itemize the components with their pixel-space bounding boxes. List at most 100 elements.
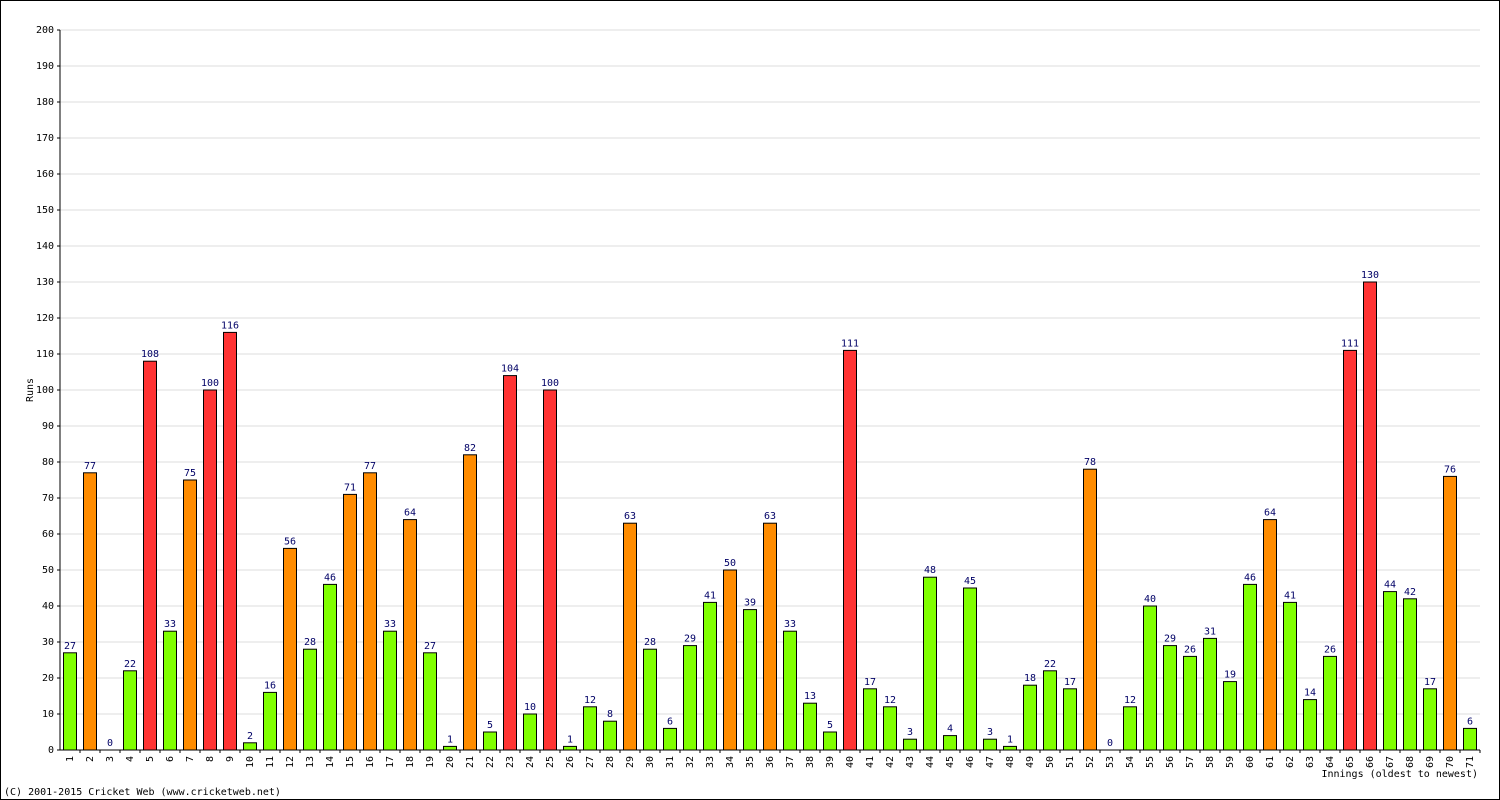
value-label: 17 [1424, 677, 1436, 688]
value-label: 28 [304, 637, 316, 648]
value-label: 41 [704, 590, 716, 601]
x-tick-label: 2 [85, 756, 96, 762]
bar [1363, 281, 1377, 751]
bar [1283, 601, 1297, 751]
bar [943, 735, 957, 751]
x-tick-label: 58 [1205, 756, 1216, 768]
value-label: 41 [1284, 590, 1296, 601]
value-label: 19 [1224, 670, 1236, 681]
y-axis-label: Runs [25, 378, 36, 402]
x-tick-label: 42 [885, 756, 896, 768]
x-tick-label: 26 [565, 756, 576, 768]
value-label: 130 [1361, 270, 1379, 281]
value-label: 27 [64, 641, 76, 652]
y-tick-label: 70 [42, 493, 54, 504]
x-tick-label: 7 [185, 756, 196, 762]
value-label: 100 [541, 378, 559, 389]
value-label: 3 [907, 727, 913, 738]
y-tick-label: 140 [36, 241, 54, 252]
value-label: 29 [684, 634, 696, 645]
bar [903, 738, 917, 751]
value-label: 16 [264, 680, 276, 691]
x-tick-label: 28 [605, 756, 616, 768]
bar [643, 648, 657, 751]
value-label: 48 [924, 565, 936, 576]
bar [583, 706, 597, 751]
bar [1263, 519, 1277, 751]
value-label: 33 [784, 619, 796, 630]
value-label: 78 [1084, 457, 1096, 468]
x-tick-label: 53 [1105, 756, 1116, 768]
y-tick-label: 80 [42, 457, 54, 468]
value-label: 6 [667, 716, 673, 727]
x-tick-label: 63 [1305, 756, 1316, 768]
bar [403, 519, 417, 751]
bar [1423, 688, 1437, 751]
bar [523, 713, 537, 751]
x-tick-label: 39 [825, 756, 836, 768]
value-label: 46 [324, 572, 336, 583]
bar [263, 691, 277, 751]
value-label: 56 [284, 536, 296, 547]
x-tick-label: 41 [865, 756, 876, 768]
x-tick-label: 22 [485, 756, 496, 768]
value-label: 82 [464, 443, 476, 454]
value-label: 63 [764, 511, 776, 522]
x-tick-label: 47 [985, 756, 996, 768]
bar [143, 360, 157, 751]
value-label: 13 [804, 691, 816, 702]
bar [463, 454, 477, 751]
y-tick-label: 40 [42, 601, 54, 612]
x-tick-label: 61 [1265, 756, 1276, 768]
value-label: 28 [644, 637, 656, 648]
value-label: 64 [404, 508, 416, 519]
x-tick-label: 46 [965, 756, 976, 768]
value-label: 116 [221, 320, 239, 331]
value-label: 100 [201, 378, 219, 389]
bar [503, 375, 517, 751]
bar [123, 670, 137, 751]
footer: (C) 2001-2015 Cricket Web (www.cricketwe… [4, 787, 281, 798]
bar [1383, 591, 1397, 751]
y-tick-label: 120 [36, 313, 54, 324]
bar [983, 738, 997, 751]
value-label: 12 [884, 695, 896, 706]
value-label: 8 [607, 709, 613, 720]
value-label: 17 [864, 677, 876, 688]
value-label: 33 [164, 619, 176, 630]
x-tick-label: 34 [725, 756, 736, 768]
value-label: 45 [964, 576, 976, 587]
x-tick-label: 15 [345, 756, 356, 768]
value-label: 40 [1144, 594, 1156, 605]
x-tick-label: 30 [645, 756, 656, 768]
bar [383, 630, 397, 751]
value-label: 2 [247, 731, 253, 742]
value-label: 12 [1124, 695, 1136, 706]
value-label: 18 [1024, 673, 1036, 684]
x-tick-label: 13 [305, 756, 316, 768]
bar [1023, 684, 1037, 751]
value-label: 12 [584, 695, 596, 706]
value-label: 6 [1467, 716, 1473, 727]
value-label: 111 [841, 338, 859, 349]
value-label: 71 [344, 482, 356, 493]
x-tick-label: 44 [925, 756, 936, 768]
value-label: 42 [1404, 587, 1416, 598]
x-tick-label: 60 [1245, 756, 1256, 768]
bar [183, 479, 197, 751]
x-tick-label: 69 [1425, 756, 1436, 768]
y-tick-label: 150 [36, 205, 54, 216]
y-tick-label: 10 [42, 709, 54, 720]
x-tick-label: 50 [1045, 756, 1056, 768]
value-label: 22 [1044, 659, 1056, 670]
value-label: 3 [987, 727, 993, 738]
x-tick-label: 70 [1445, 756, 1456, 768]
x-tick-label: 38 [805, 756, 816, 768]
y-tick-label: 0 [48, 745, 54, 756]
bar [1223, 681, 1237, 751]
x-tick-label: 55 [1145, 756, 1156, 768]
x-tick-label: 57 [1185, 756, 1196, 768]
bar [1323, 655, 1337, 751]
x-tick-label: 4 [125, 756, 136, 762]
bar [783, 630, 797, 751]
